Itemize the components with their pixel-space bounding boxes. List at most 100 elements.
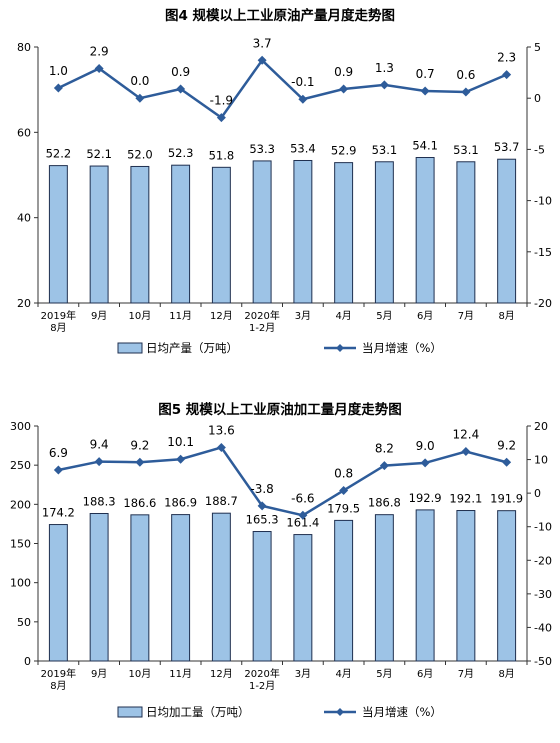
growth-value-label: 6.9 [49,446,68,460]
bar-value-label: 52.0 [127,147,153,161]
growth-value-label: 9.4 [90,438,109,452]
legend-bar-swatch [117,706,143,718]
growth-value-label: 9.2 [497,438,516,452]
growth-point [216,113,226,123]
growth-point [257,501,267,511]
chart-4: 图4 规模以上工业原油产量月度走势图20406080-20-15-10-5052… [17,7,552,355]
growth-point [94,64,104,74]
growth-point [502,457,512,467]
growth-point [94,457,104,467]
bar-value-label: 52.3 [168,146,194,160]
growth-value-label: 0.9 [171,65,190,79]
bar-value-label: 161.4 [286,516,319,530]
left-tick-label: 60 [17,126,31,139]
growth-point [176,454,186,464]
bar-value-label: 53.4 [290,141,316,155]
left-tick-label: 150 [10,538,31,551]
bar [48,524,68,662]
legend: 日均产量（万吨） 当月增速（%） [117,341,442,355]
bar [415,157,435,304]
growth-value-label: 0.0 [130,74,149,88]
bar [293,159,313,304]
right-tick-label: 5 [534,41,541,54]
right-tick-label: -15 [534,246,552,259]
x-tick-label: 3月 [295,668,311,680]
growth-value-label: 0.6 [456,68,475,82]
x-tick-label: 10月 [129,310,152,322]
growth-point [379,80,389,90]
x-tick-label: 2019年 [41,667,76,680]
growth-point [461,447,471,457]
growth-point [298,510,308,520]
right-tick-label: 0 [534,92,541,105]
growth-point [339,84,349,94]
growth-point [502,70,512,80]
x-tick-label: 5月 [376,310,392,322]
growth-point [257,55,267,65]
legend-line-marker [336,344,344,352]
bar [497,510,517,662]
growth-value-label: 2.9 [90,45,109,59]
growth-value-label: -0.1 [291,75,314,89]
x-tick-label: 11月 [169,310,192,322]
growth-point [339,485,349,495]
bar [211,512,231,662]
bar-value-label: 165.3 [246,513,279,527]
bar [171,164,191,304]
x-tick-label: 4月 [335,310,351,322]
left-tick-label: 0 [24,655,31,668]
growth-value-label: 0.8 [334,466,353,480]
bar-value-label: 53.7 [494,140,520,154]
x-tick-label: 2020年 [244,667,279,680]
legend-line-label: 当月增速（%） [362,341,442,355]
growth-point [53,83,63,93]
bar-value-label: 192.9 [409,491,442,505]
x-tick-label: 9月 [91,310,107,322]
bar-value-label: 179.5 [327,501,360,515]
growth-point [461,87,471,97]
x-tick-label: 8月 [50,322,66,334]
bar [89,512,109,662]
bar [374,514,394,662]
left-tick-label: 20 [17,297,31,310]
right-tick-label: -10 [534,521,552,534]
right-tick-label: 20 [534,420,548,433]
right-tick-label: -50 [534,655,552,668]
growth-value-label: 9.0 [416,439,435,453]
bar [89,165,109,304]
right-tick-label: 0 [534,487,541,500]
bar [497,158,517,304]
left-tick-label: 300 [10,420,31,433]
bar [171,514,191,662]
left-tick-label: 50 [17,616,31,629]
bar-value-label: 192.1 [449,492,482,506]
bar-value-label: 186.6 [123,496,156,510]
growth-value-label: 12.4 [453,428,480,442]
legend-bar-swatch [117,342,143,354]
growth-point [420,86,430,96]
bar-value-label: 188.7 [205,494,238,508]
legend-bar-label: 日均产量（万吨） [146,341,238,355]
right-tick-label: -40 [534,621,552,634]
bar-value-label: 52.2 [46,147,72,161]
growth-value-label: -6.6 [291,491,314,505]
left-tick-label: 40 [17,212,31,225]
bar-value-label: 53.1 [372,143,398,157]
growth-point [420,458,430,468]
growth-point [176,84,186,94]
legend-bar-label: 日均加工量（万吨） [146,705,250,719]
growth-value-label: -3.8 [250,482,273,496]
legend-line-marker [336,708,344,716]
x-tick-label: 6月 [417,310,433,322]
growth-value-label: 0.7 [416,67,435,81]
bar-value-label: 53.1 [453,143,479,157]
bar [334,162,354,304]
x-tick-label: 7月 [458,668,474,680]
growth-value-label: 8.2 [375,442,394,456]
bar-value-label: 52.1 [86,147,112,161]
right-tick-label: -5 [534,143,545,156]
growth-value-label: 3.7 [253,36,272,50]
growth-line [57,58,508,120]
